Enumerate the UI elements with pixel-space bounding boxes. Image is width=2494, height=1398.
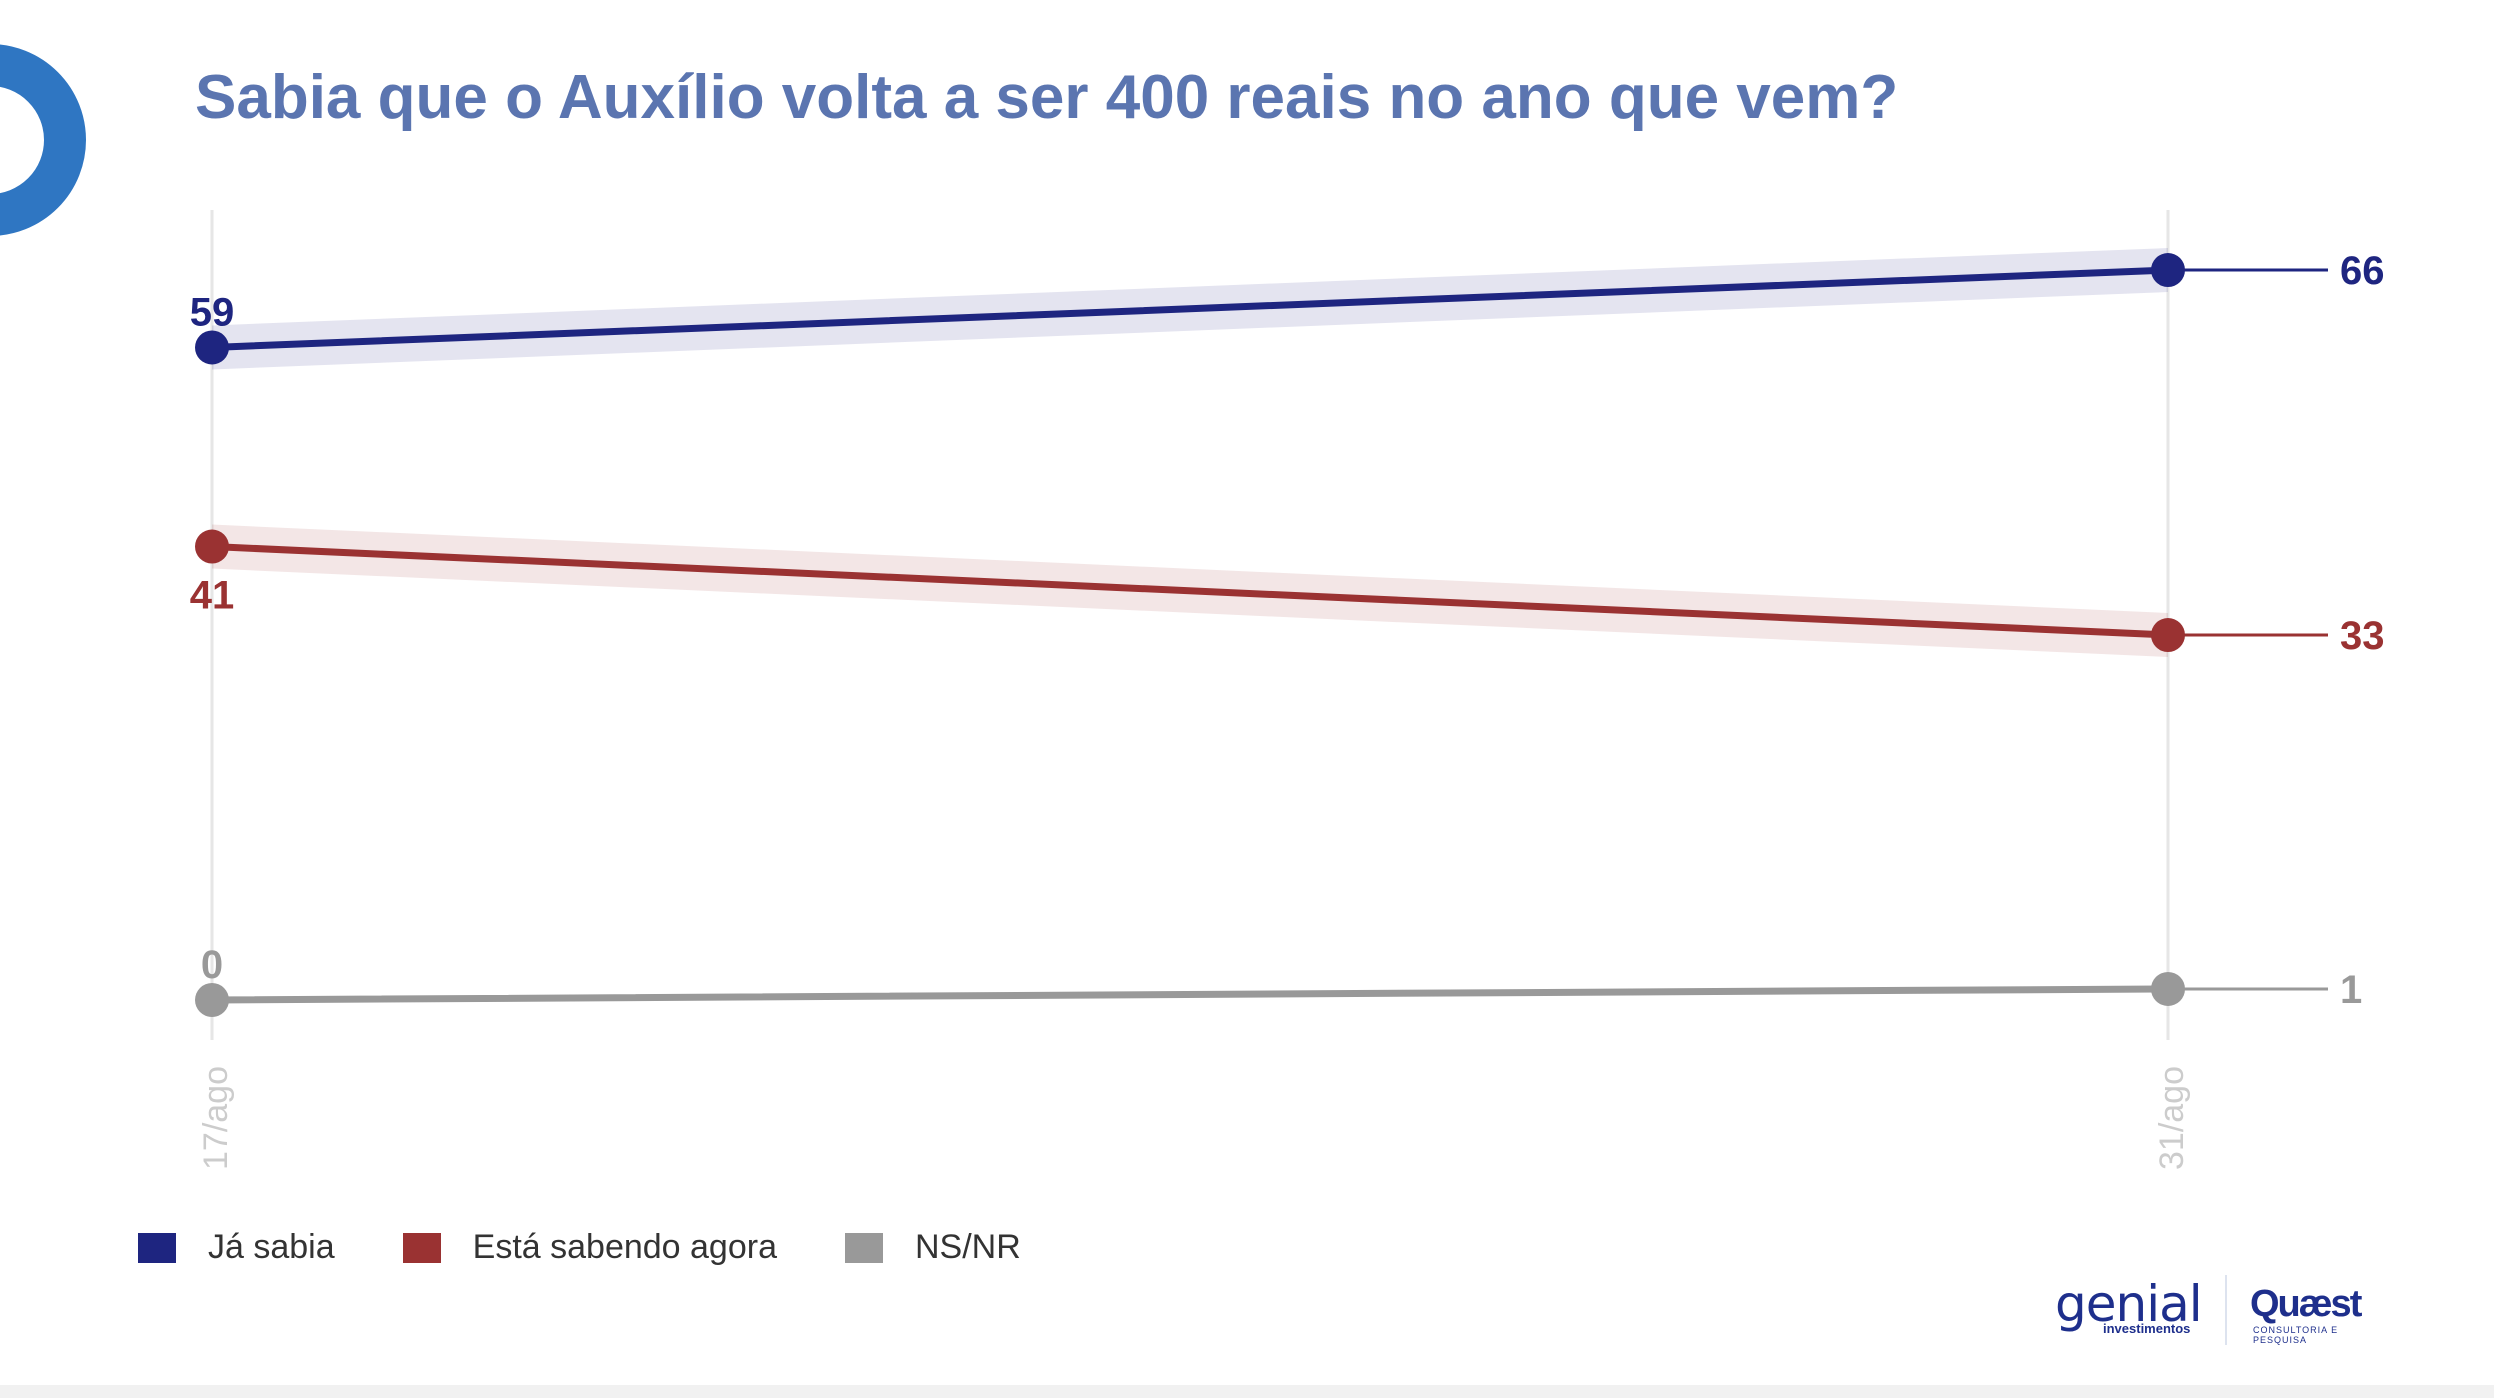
data-label-esta-sabendo-agora: 41 bbox=[190, 574, 235, 618]
quaest-logo-subtitle: CONSULTORIA E PESQUISA bbox=[2253, 1325, 2339, 1345]
legend-item-esta-sabendo-agora: Está sabendo agora bbox=[402, 1228, 777, 1267]
data-label-ja-sabia: 59 bbox=[190, 290, 235, 334]
legend-item-ns-nr: NS/NR bbox=[844, 1228, 1021, 1267]
data-point-esta-sabendo-agora bbox=[195, 529, 229, 564]
legend-label: Já sabia bbox=[208, 1228, 335, 1266]
legend-swatch-ja-sabia bbox=[138, 1232, 176, 1263]
data-point-ja-sabia bbox=[2151, 253, 2185, 288]
legend: Já sabia Está sabendo agora NS/NR bbox=[138, 1228, 1089, 1267]
genial-logo: genial bbox=[2055, 1275, 2203, 1333]
legend-item-ja-sabia: Já sabia bbox=[138, 1228, 335, 1267]
footer-logos: genial investimentos Quæst CONSULTORIA E… bbox=[2055, 1275, 2395, 1345]
data-label-ns-nr: 1 bbox=[2340, 968, 2362, 1012]
data-point-esta-sabendo-agora bbox=[2151, 618, 2185, 653]
series-line-esta-sabendo-agora bbox=[208, 543, 2172, 639]
data-label-esta-sabendo-agora: 33 bbox=[2340, 614, 2385, 658]
legend-swatch-esta-sabendo-agora bbox=[402, 1232, 441, 1263]
chart-title: Sabia que o Auxílio volta a ser 400 reai… bbox=[195, 63, 1899, 132]
data-label-ja-sabia: 66 bbox=[2340, 249, 2385, 293]
series-line-ja-sabia bbox=[208, 266, 2172, 351]
data-label-ns-nr: 0 bbox=[201, 943, 223, 987]
x-tick-label: 17/ago bbox=[197, 1066, 235, 1170]
data-point-ns-nr bbox=[2151, 971, 2185, 1006]
x-tick-label: 31/ago bbox=[2153, 1066, 2191, 1170]
data-point-ns-nr bbox=[195, 983, 229, 1017]
legend-label: NS/NR bbox=[914, 1228, 1021, 1266]
decor-ring bbox=[0, 44, 86, 236]
legend-label: Está sabendo agora bbox=[472, 1228, 777, 1266]
genial-logo-subtitle: investimentos bbox=[2103, 1321, 2191, 1336]
data-point-ja-sabia bbox=[195, 330, 229, 365]
quaest-logo: Quæst bbox=[2250, 1283, 2362, 1325]
bottom-bar bbox=[0, 1385, 2494, 1398]
series-line-ns-nr bbox=[208, 985, 2172, 1004]
legend-swatch-ns-nr bbox=[844, 1232, 883, 1263]
logo-divider bbox=[2225, 1275, 2227, 1345]
